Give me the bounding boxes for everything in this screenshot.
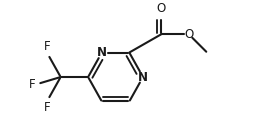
- Text: F: F: [29, 78, 36, 91]
- Text: O: O: [184, 28, 193, 41]
- Text: F: F: [44, 40, 50, 53]
- Text: O: O: [157, 2, 166, 15]
- Text: N: N: [138, 70, 148, 83]
- Text: N: N: [97, 46, 107, 59]
- Text: F: F: [44, 101, 50, 114]
